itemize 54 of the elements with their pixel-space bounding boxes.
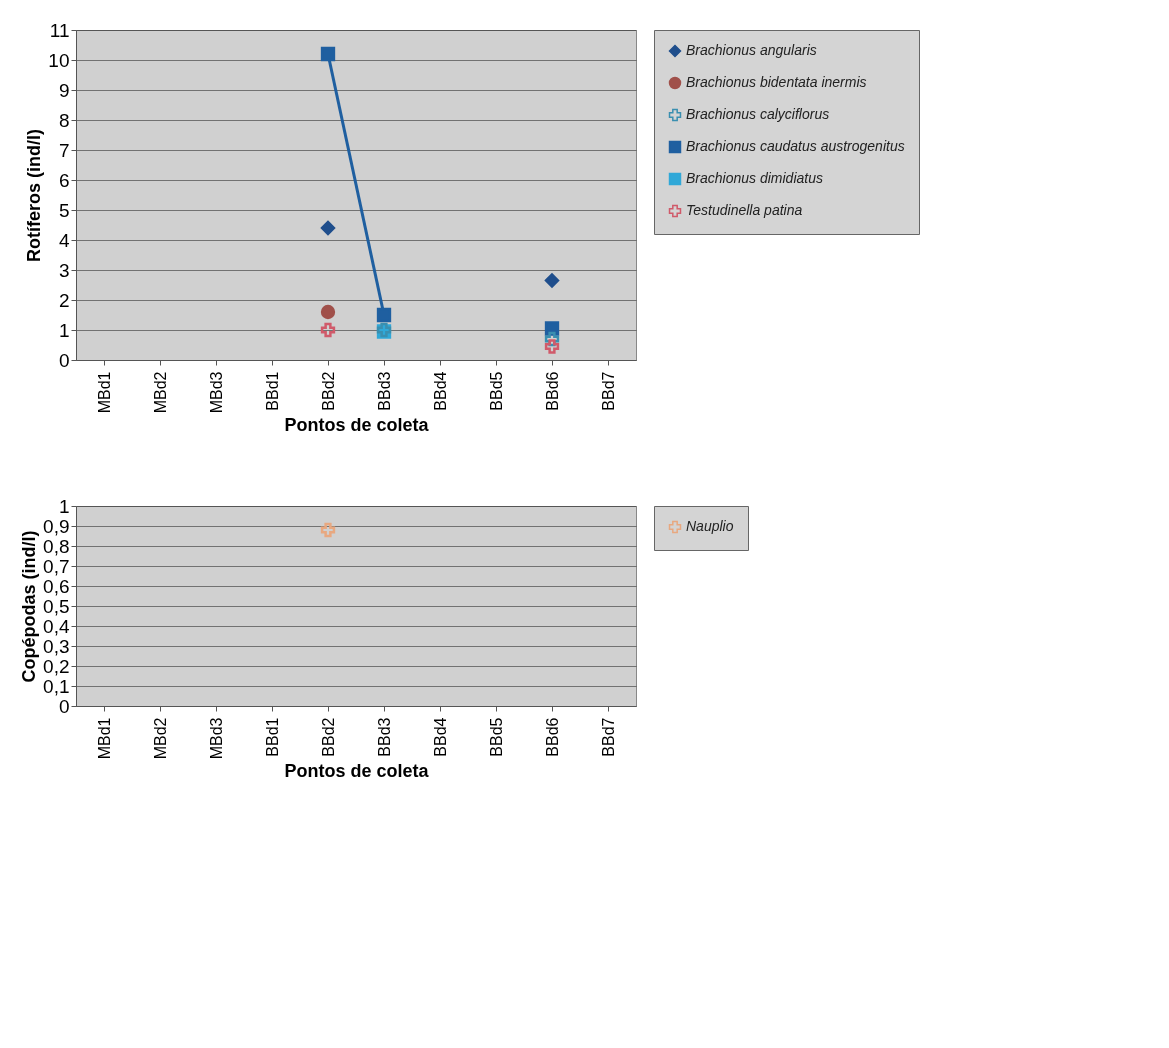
y-tick-label: 7 — [58, 139, 70, 161]
y-tick-label: 0,1 — [43, 675, 70, 697]
x-tick-label: BBd7 — [599, 717, 617, 757]
y-tick-label: 0,6 — [43, 575, 70, 597]
x-tick-label: BBd2 — [319, 371, 337, 411]
legend-label: Brachionus calyciflorus — [686, 106, 830, 122]
x-tick-label: MBd1 — [95, 371, 113, 414]
x-tick-label: MBd2 — [151, 717, 169, 760]
y-tick-label: 1 — [58, 319, 70, 341]
x-tick-label: MBd1 — [95, 717, 113, 760]
x-tick-label: BBd3 — [375, 717, 393, 757]
x-tick-label: BBd7 — [599, 371, 617, 411]
legend-label: Nauplio — [686, 518, 734, 534]
x-tick-label: MBd3 — [207, 717, 225, 760]
y-tick-label: 0 — [58, 349, 70, 371]
y-tick-label: 4 — [58, 229, 70, 251]
y-tick-label: 0 — [58, 695, 70, 717]
y-tick-label: 0,5 — [43, 595, 70, 617]
y-tick-label: 1 — [58, 495, 70, 517]
x-tick-label: BBd5 — [487, 717, 505, 757]
y-tick-label: 8 — [58, 109, 70, 131]
y-tick-label: 5 — [58, 199, 70, 221]
y-axis-title: Rotíferos (ind/l) — [24, 129, 45, 262]
y-tick-label: 3 — [58, 259, 70, 281]
y-tick-label: 0,2 — [43, 655, 70, 677]
x-tick-label: MBd3 — [207, 371, 225, 414]
x-tick-label: MBd2 — [151, 371, 169, 414]
x-tick-label: BBd1 — [263, 371, 281, 411]
y-tick-label: 0,3 — [43, 635, 70, 657]
legend-label: Brachionus angularis — [686, 42, 817, 58]
x-tick-label: BBd2 — [319, 717, 337, 757]
y-tick-label: 0,8 — [43, 535, 70, 557]
y-tick-label: 11 — [49, 19, 70, 41]
legend-label: Testudinella patina — [686, 202, 803, 218]
x-tick-label: BBd3 — [375, 371, 393, 411]
y-tick-label: 6 — [58, 169, 70, 191]
x-tick-label: BBd4 — [431, 371, 449, 411]
y-tick-label: 2 — [58, 289, 70, 311]
y-tick-label: 0,7 — [43, 555, 70, 577]
x-tick-label: BBd6 — [543, 371, 561, 411]
y-tick-label: 0,9 — [43, 515, 70, 537]
legend-label: Brachionus dimidiatus — [686, 170, 823, 186]
x-tick-label: BBd1 — [263, 717, 281, 757]
x-tick-label: BBd5 — [487, 371, 505, 411]
y-axis-title: Copépodas (ind/l) — [19, 530, 40, 683]
legend-label: Brachionus caudatus austrogenitus — [686, 138, 905, 154]
x-axis-title: Pontos de coleta — [284, 415, 430, 436]
legend-label: Brachionus bidentata inermis — [686, 74, 867, 90]
y-tick-label: 10 — [48, 49, 70, 71]
y-tick-label: 0,4 — [43, 615, 70, 637]
x-tick-label: BBd4 — [431, 717, 449, 757]
y-tick-label: 9 — [58, 79, 70, 101]
x-axis-title: Pontos de coleta — [284, 761, 430, 782]
x-tick-label: BBd6 — [543, 717, 561, 757]
